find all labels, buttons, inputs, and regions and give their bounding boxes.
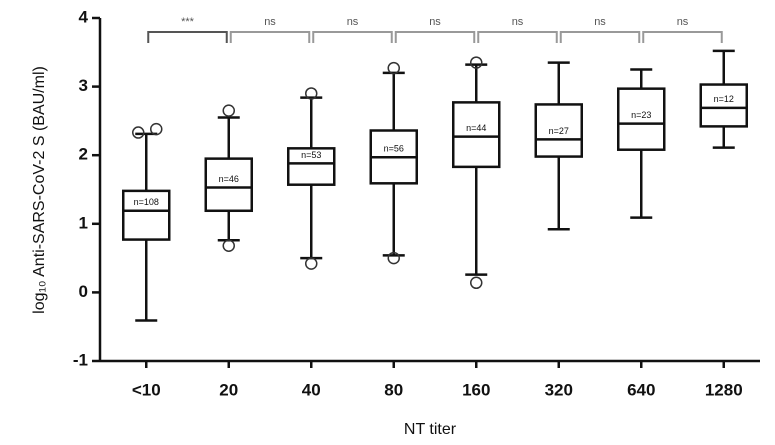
box bbox=[534, 103, 583, 158]
x-tick-label: 1280 bbox=[705, 380, 743, 399]
n-label: n=27 bbox=[549, 126, 569, 136]
outlier bbox=[387, 251, 400, 265]
n-label: n=108 bbox=[134, 197, 159, 207]
significance-label: ns bbox=[264, 16, 276, 28]
outlier bbox=[305, 87, 318, 100]
significance-label: *** bbox=[181, 16, 195, 28]
x-tick-label: 20 bbox=[219, 380, 238, 399]
box bbox=[204, 157, 253, 213]
significance-label: ns bbox=[677, 16, 689, 28]
box bbox=[452, 101, 501, 169]
outlier bbox=[305, 257, 318, 270]
y-axis-label: log₁₀ Anti-SARS-CoV-2 S (BAU/ml) bbox=[31, 66, 48, 314]
significance-bracket bbox=[394, 31, 476, 43]
n-label: n=46 bbox=[219, 174, 239, 184]
y-tick-label: 3 bbox=[79, 76, 88, 95]
significance-label: ns bbox=[594, 16, 606, 28]
box bbox=[122, 189, 171, 241]
outlier bbox=[470, 56, 483, 69]
significance-bracket bbox=[312, 31, 393, 43]
y-tick-label: 0 bbox=[79, 282, 88, 301]
significance-label: ns bbox=[347, 16, 359, 28]
x-tick-label: <10 bbox=[132, 380, 161, 399]
significance-bracket bbox=[642, 31, 723, 43]
outlier bbox=[222, 104, 235, 117]
n-label: n=53 bbox=[301, 150, 321, 160]
y-tick-label: 1 bbox=[79, 213, 88, 232]
significance-label: ns bbox=[429, 16, 441, 28]
n-label: n=12 bbox=[714, 94, 734, 104]
x-tick-label: 80 bbox=[384, 380, 403, 399]
n-label: n=56 bbox=[384, 144, 404, 154]
n-label: n=44 bbox=[466, 123, 486, 133]
outlier bbox=[387, 61, 400, 75]
outlier bbox=[470, 276, 483, 290]
significance-bracket bbox=[559, 31, 641, 43]
y-tick-label: 2 bbox=[79, 145, 88, 164]
box bbox=[617, 87, 666, 151]
x-tick-label: 640 bbox=[627, 380, 655, 399]
box bbox=[287, 147, 336, 186]
y-tick-label: 4 bbox=[79, 7, 89, 26]
significance-bracket bbox=[229, 31, 311, 43]
outlier bbox=[132, 126, 145, 139]
n-label: n=23 bbox=[631, 110, 651, 120]
x-tick-label: 320 bbox=[545, 380, 573, 399]
x-axis-label: NT titer bbox=[404, 421, 457, 438]
outlier bbox=[150, 122, 163, 136]
outlier bbox=[222, 239, 235, 253]
x-tick-label: 160 bbox=[462, 380, 490, 399]
y-tick-label: -1 bbox=[73, 350, 88, 369]
x-tick-label: 40 bbox=[302, 380, 321, 399]
significance-bracket bbox=[477, 31, 558, 43]
significance-label: ns bbox=[512, 16, 524, 28]
significance-bracket bbox=[147, 31, 228, 43]
box bbox=[699, 83, 748, 128]
